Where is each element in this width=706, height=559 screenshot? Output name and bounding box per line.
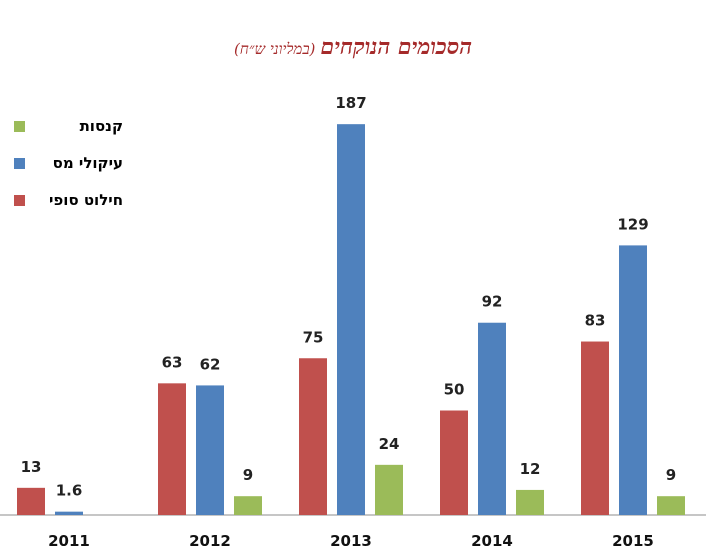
bar-2015-s2 xyxy=(657,496,685,515)
bar-2013-s0 xyxy=(299,358,327,515)
x-tick-label-2011: 2011 xyxy=(48,532,90,550)
bar-2015-s1 xyxy=(619,245,647,515)
bar-2014-s0 xyxy=(440,410,468,515)
data-label-2012-s0: 63 xyxy=(162,353,183,371)
data-label-2013-s2: 24 xyxy=(379,435,400,453)
data-label-2014-s1: 92 xyxy=(482,293,503,311)
data-label-2013-s1: 187 xyxy=(335,94,366,112)
data-label-2015-s2: 9 xyxy=(666,466,676,484)
bar-2012-s0 xyxy=(158,383,186,515)
x-tick-label-2015: 2015 xyxy=(612,532,654,550)
legend-item-tax-liens: עיקולי מס xyxy=(14,154,149,172)
chart-title: הסכומים הנוקחים xyxy=(320,34,472,60)
chart-subtitle: (במליוני ש״ח) xyxy=(234,40,316,58)
data-label-2013-s0: 75 xyxy=(303,328,324,346)
legend-label-tax-liens: עיקולי מס xyxy=(52,154,123,172)
data-label-2012-s1: 62 xyxy=(200,355,221,373)
x-tick-label-2014: 2014 xyxy=(471,532,513,550)
bar-2014-s2 xyxy=(516,489,544,515)
bar-2012-s2 xyxy=(234,496,262,515)
legend-swatch-final-forfeiture xyxy=(14,195,25,206)
legend-item-final-forfeiture: חילוט סופי xyxy=(14,191,149,209)
bar-2011-s0 xyxy=(17,487,45,515)
data-label-2015-s0: 83 xyxy=(585,312,606,330)
legend-swatch-fines xyxy=(14,121,25,132)
legend-item-fines: קנסות xyxy=(14,117,149,135)
data-label-2014-s2: 12 xyxy=(520,460,541,478)
data-label-2012-s2: 9 xyxy=(243,466,253,484)
legend-label-fines: קנסות xyxy=(79,117,123,135)
x-tick-label-2012: 2012 xyxy=(189,532,231,550)
legend-label-final-forfeiture: חילוט סופי xyxy=(49,191,123,209)
chart-title-block: הסכומים הנוקחים (במליוני ש״ח) xyxy=(0,34,706,60)
bar-2013-s1 xyxy=(337,124,365,516)
bar-2014-s1 xyxy=(478,322,506,515)
bar-2013-s2 xyxy=(375,464,403,515)
x-tick-label-2013: 2013 xyxy=(330,532,372,550)
data-label-2011-s1: 1.6 xyxy=(56,482,83,500)
data-label-2015-s1: 129 xyxy=(617,215,648,233)
bar-2012-s1 xyxy=(196,385,224,515)
legend-swatch-tax-liens xyxy=(14,158,25,169)
bar-2011-s1 xyxy=(55,511,83,515)
data-label-2014-s0: 50 xyxy=(444,381,465,399)
bar-2015-s0 xyxy=(581,341,609,515)
legend: קנסות עיקולי מס חילוט סופי xyxy=(14,117,149,228)
data-label-2011-s0: 13 xyxy=(21,458,42,476)
